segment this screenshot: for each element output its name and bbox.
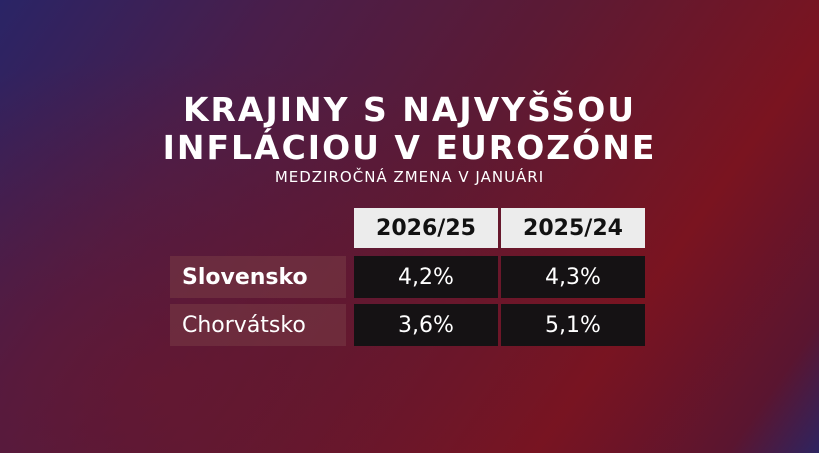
title-line: KRAJINY S NAJVYŠŠOU	[182, 90, 637, 129]
row-label: Chorvátsko	[170, 304, 346, 346]
value-cell: 3,6%	[354, 304, 498, 346]
column-header: 2026/25	[354, 208, 498, 248]
row-label: Slovensko	[170, 256, 346, 298]
title-line: INFLÁCIOU V EUROZÓNE	[162, 128, 657, 167]
column-header: 2025/24	[501, 208, 645, 248]
value-cell: 4,2%	[354, 256, 498, 298]
value-cell: 5,1%	[501, 304, 645, 346]
subtitle: MEDZIROČNÁ ZMENA V JANUÁRI	[274, 168, 545, 186]
value-cell: 4,3%	[501, 256, 645, 298]
